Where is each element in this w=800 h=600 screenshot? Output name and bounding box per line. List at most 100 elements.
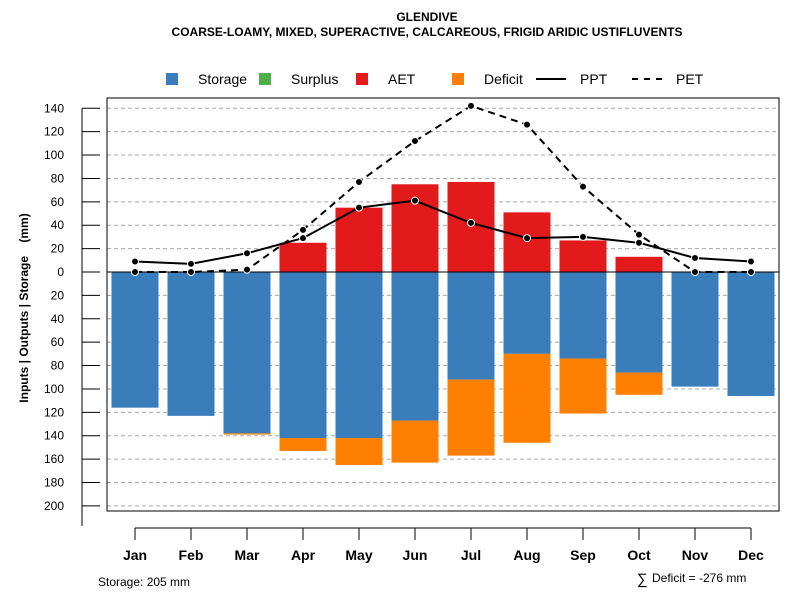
chart-title: GLENDIVE — [396, 10, 457, 24]
ppt-point-dec — [747, 257, 755, 266]
pet-point-sep — [579, 182, 587, 191]
pet-line — [135, 104, 751, 273]
legend-label-ppt: PPT — [580, 71, 608, 87]
y-axis-label: Inputs | Outputs | Storage (mm) — [17, 213, 31, 402]
x-tick-label-jul: Jul — [461, 547, 481, 563]
y-tick-label: 80 — [51, 171, 65, 185]
storage-bar-sep — [559, 272, 607, 359]
bar-series — [111, 181, 775, 465]
storage-bar-aug — [503, 272, 551, 354]
ppt-point-may — [355, 203, 363, 212]
pet-point-feb — [187, 268, 195, 276]
deficit-bar-jun — [391, 420, 439, 463]
chart-legend: Storage Surplus AET Deficit PPT PET — [166, 71, 704, 87]
storage-bar-oct — [615, 272, 663, 373]
ppt-line — [134, 199, 752, 265]
deficit-bar-aug — [503, 353, 551, 443]
legend-swatch-surplus — [259, 73, 271, 85]
deficit-bar-may — [335, 438, 383, 465]
y-tick-label: 0 — [57, 265, 64, 279]
y-tick-label: 20 — [51, 242, 65, 256]
y-tick-label: 40 — [51, 218, 65, 232]
y-tick-label: 80 — [51, 359, 65, 373]
x-tick-label-sep: Sep — [570, 547, 596, 563]
ppt-point-aug — [523, 234, 531, 243]
x-tick-label-nov: Nov — [682, 547, 709, 563]
aet-bar-oct — [615, 256, 663, 272]
x-tick-label-aug: Aug — [513, 547, 540, 563]
pet-point-mar — [243, 265, 251, 274]
deficit-bar-sep — [559, 358, 607, 414]
deficit-bar-mar — [223, 433, 271, 435]
pet-point-dec — [747, 268, 755, 276]
aet-bar-sep — [559, 240, 607, 272]
deficit-footnote: Deficit = -276 mm — [652, 571, 746, 585]
x-tick-label-jan: Jan — [123, 547, 147, 563]
ppt-point-oct — [635, 238, 643, 247]
pet-point-aug — [523, 120, 531, 129]
ppt-point-apr — [299, 234, 307, 243]
y-tick-label: 20 — [51, 288, 65, 302]
aet-bar-apr — [279, 242, 327, 272]
legend-label-storage: Storage — [198, 71, 247, 87]
pet-point-jun — [411, 137, 419, 146]
ppt-point-feb — [187, 259, 195, 268]
y-tick-label: 140 — [44, 101, 64, 115]
x-tick-label-jun: Jun — [403, 547, 428, 563]
storage-bar-mar — [223, 272, 271, 434]
pet-point-jul — [467, 101, 475, 110]
gridlines — [107, 107, 779, 507]
y-tick-label: 120 — [44, 125, 64, 139]
y-tick-label: 100 — [44, 148, 64, 162]
y-tick-label: 180 — [44, 476, 64, 490]
storage-footnote: Storage: 205 mm — [98, 575, 190, 589]
y-tick-label: 160 — [44, 452, 64, 466]
x-tick-label-oct: Oct — [627, 547, 651, 563]
ppt-point-jul — [467, 218, 475, 227]
storage-bar-jul — [447, 272, 495, 380]
ppt-point-jan — [131, 257, 139, 266]
pet-point-apr — [299, 225, 307, 234]
plot-frame — [106, 97, 780, 512]
ppt-point-sep — [579, 232, 587, 241]
legend-label-deficit: Deficit — [484, 71, 523, 87]
storage-bar-feb — [167, 272, 215, 416]
sum-symbol: ∑ — [637, 571, 648, 588]
y-tick-label: 120 — [44, 405, 64, 419]
aet-bar-aug — [503, 212, 551, 272]
y-tick-label: 60 — [51, 195, 65, 209]
ppt-point-jun — [411, 196, 419, 205]
storage-bar-nov — [671, 272, 719, 387]
storage-bar-jun — [391, 272, 439, 421]
y-tick-label: 60 — [51, 335, 65, 349]
ppt-point-nov — [691, 253, 699, 262]
storage-bar-apr — [279, 272, 327, 439]
x-axis: Jan Feb Mar Apr May Jun Jul Aug Sep Oct Nov Dec — [123, 527, 764, 563]
legend-swatch-deficit — [452, 73, 464, 85]
deficit-bar-jul — [447, 379, 495, 456]
legend-label-aet: AET — [388, 71, 416, 87]
x-tick-label-feb: Feb — [179, 547, 204, 563]
deficit-bar-apr — [279, 438, 327, 451]
y-tick-label: 140 — [44, 429, 64, 443]
ppt-point-mar — [243, 249, 251, 258]
storage-bar-dec — [727, 272, 775, 396]
legend-swatch-storage — [166, 73, 178, 85]
y-axis: 1401201008060402002040608010012014016018… — [44, 101, 100, 526]
line-series — [131, 101, 755, 276]
y-tick-label: 200 — [44, 499, 64, 513]
x-tick-label-dec: Dec — [738, 547, 764, 563]
pet-point-jan — [131, 268, 139, 276]
legend-label-surplus: Surplus — [291, 71, 338, 87]
legend-label-pet: PET — [676, 71, 704, 87]
pet-point-nov — [691, 268, 699, 276]
storage-bar-may — [335, 272, 383, 439]
pet-point-oct — [635, 230, 643, 239]
y-tick-label: 100 — [44, 382, 64, 396]
pet-point-may — [355, 177, 363, 186]
x-tick-label-apr: Apr — [291, 547, 316, 563]
x-tick-label-mar: Mar — [235, 547, 260, 563]
legend-swatch-aet — [356, 73, 368, 85]
chart-subtitle: COARSE-LOAMY, MIXED, SUPERACTIVE, CALCAR… — [172, 25, 683, 39]
